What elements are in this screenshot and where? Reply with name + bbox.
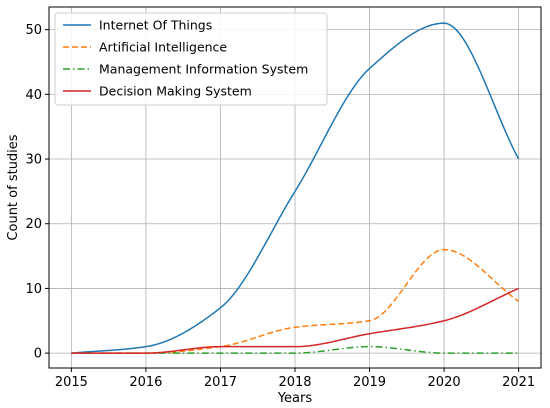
y-tick-label: 20 xyxy=(25,217,42,232)
y-tick-label: 10 xyxy=(25,282,42,297)
x-tick-label: 2017 xyxy=(204,375,237,390)
series-lines xyxy=(71,22,520,354)
series-line-0 xyxy=(71,22,520,354)
x-tick-label: 2018 xyxy=(278,375,311,390)
legend-box xyxy=(54,12,328,106)
x-tick-label: 2019 xyxy=(353,375,386,390)
x-axis-ticks: 2015 2016 2017 2018 2019 2020 2021 xyxy=(55,368,535,390)
y-tick-label: 30 xyxy=(25,153,42,168)
x-tick-label: 2015 xyxy=(55,375,88,390)
y-axis-label: Count of studies xyxy=(6,134,21,240)
y-axis-ticks: 0 10 20 30 40 50 xyxy=(25,23,49,362)
x-tick-label: 2021 xyxy=(502,375,535,390)
y-tick-label: 40 xyxy=(25,88,42,103)
legend-label-3: Decision Making System xyxy=(99,84,252,99)
series-line-3 xyxy=(71,287,519,354)
legend-label-1: Artificial Intelligence xyxy=(99,40,227,55)
x-tick-label: 2016 xyxy=(129,375,162,390)
legend-label-2: Management Information System xyxy=(99,62,308,77)
legend-label-0: Internet Of Things xyxy=(99,18,212,33)
legend: Internet Of Things Artificial Intelligenc… xyxy=(54,12,328,106)
y-tick-label: 0 xyxy=(34,347,42,362)
y-tick-label: 50 xyxy=(25,23,42,38)
x-tick-label: 2020 xyxy=(428,375,461,390)
x-axis-label: Years xyxy=(277,391,313,406)
